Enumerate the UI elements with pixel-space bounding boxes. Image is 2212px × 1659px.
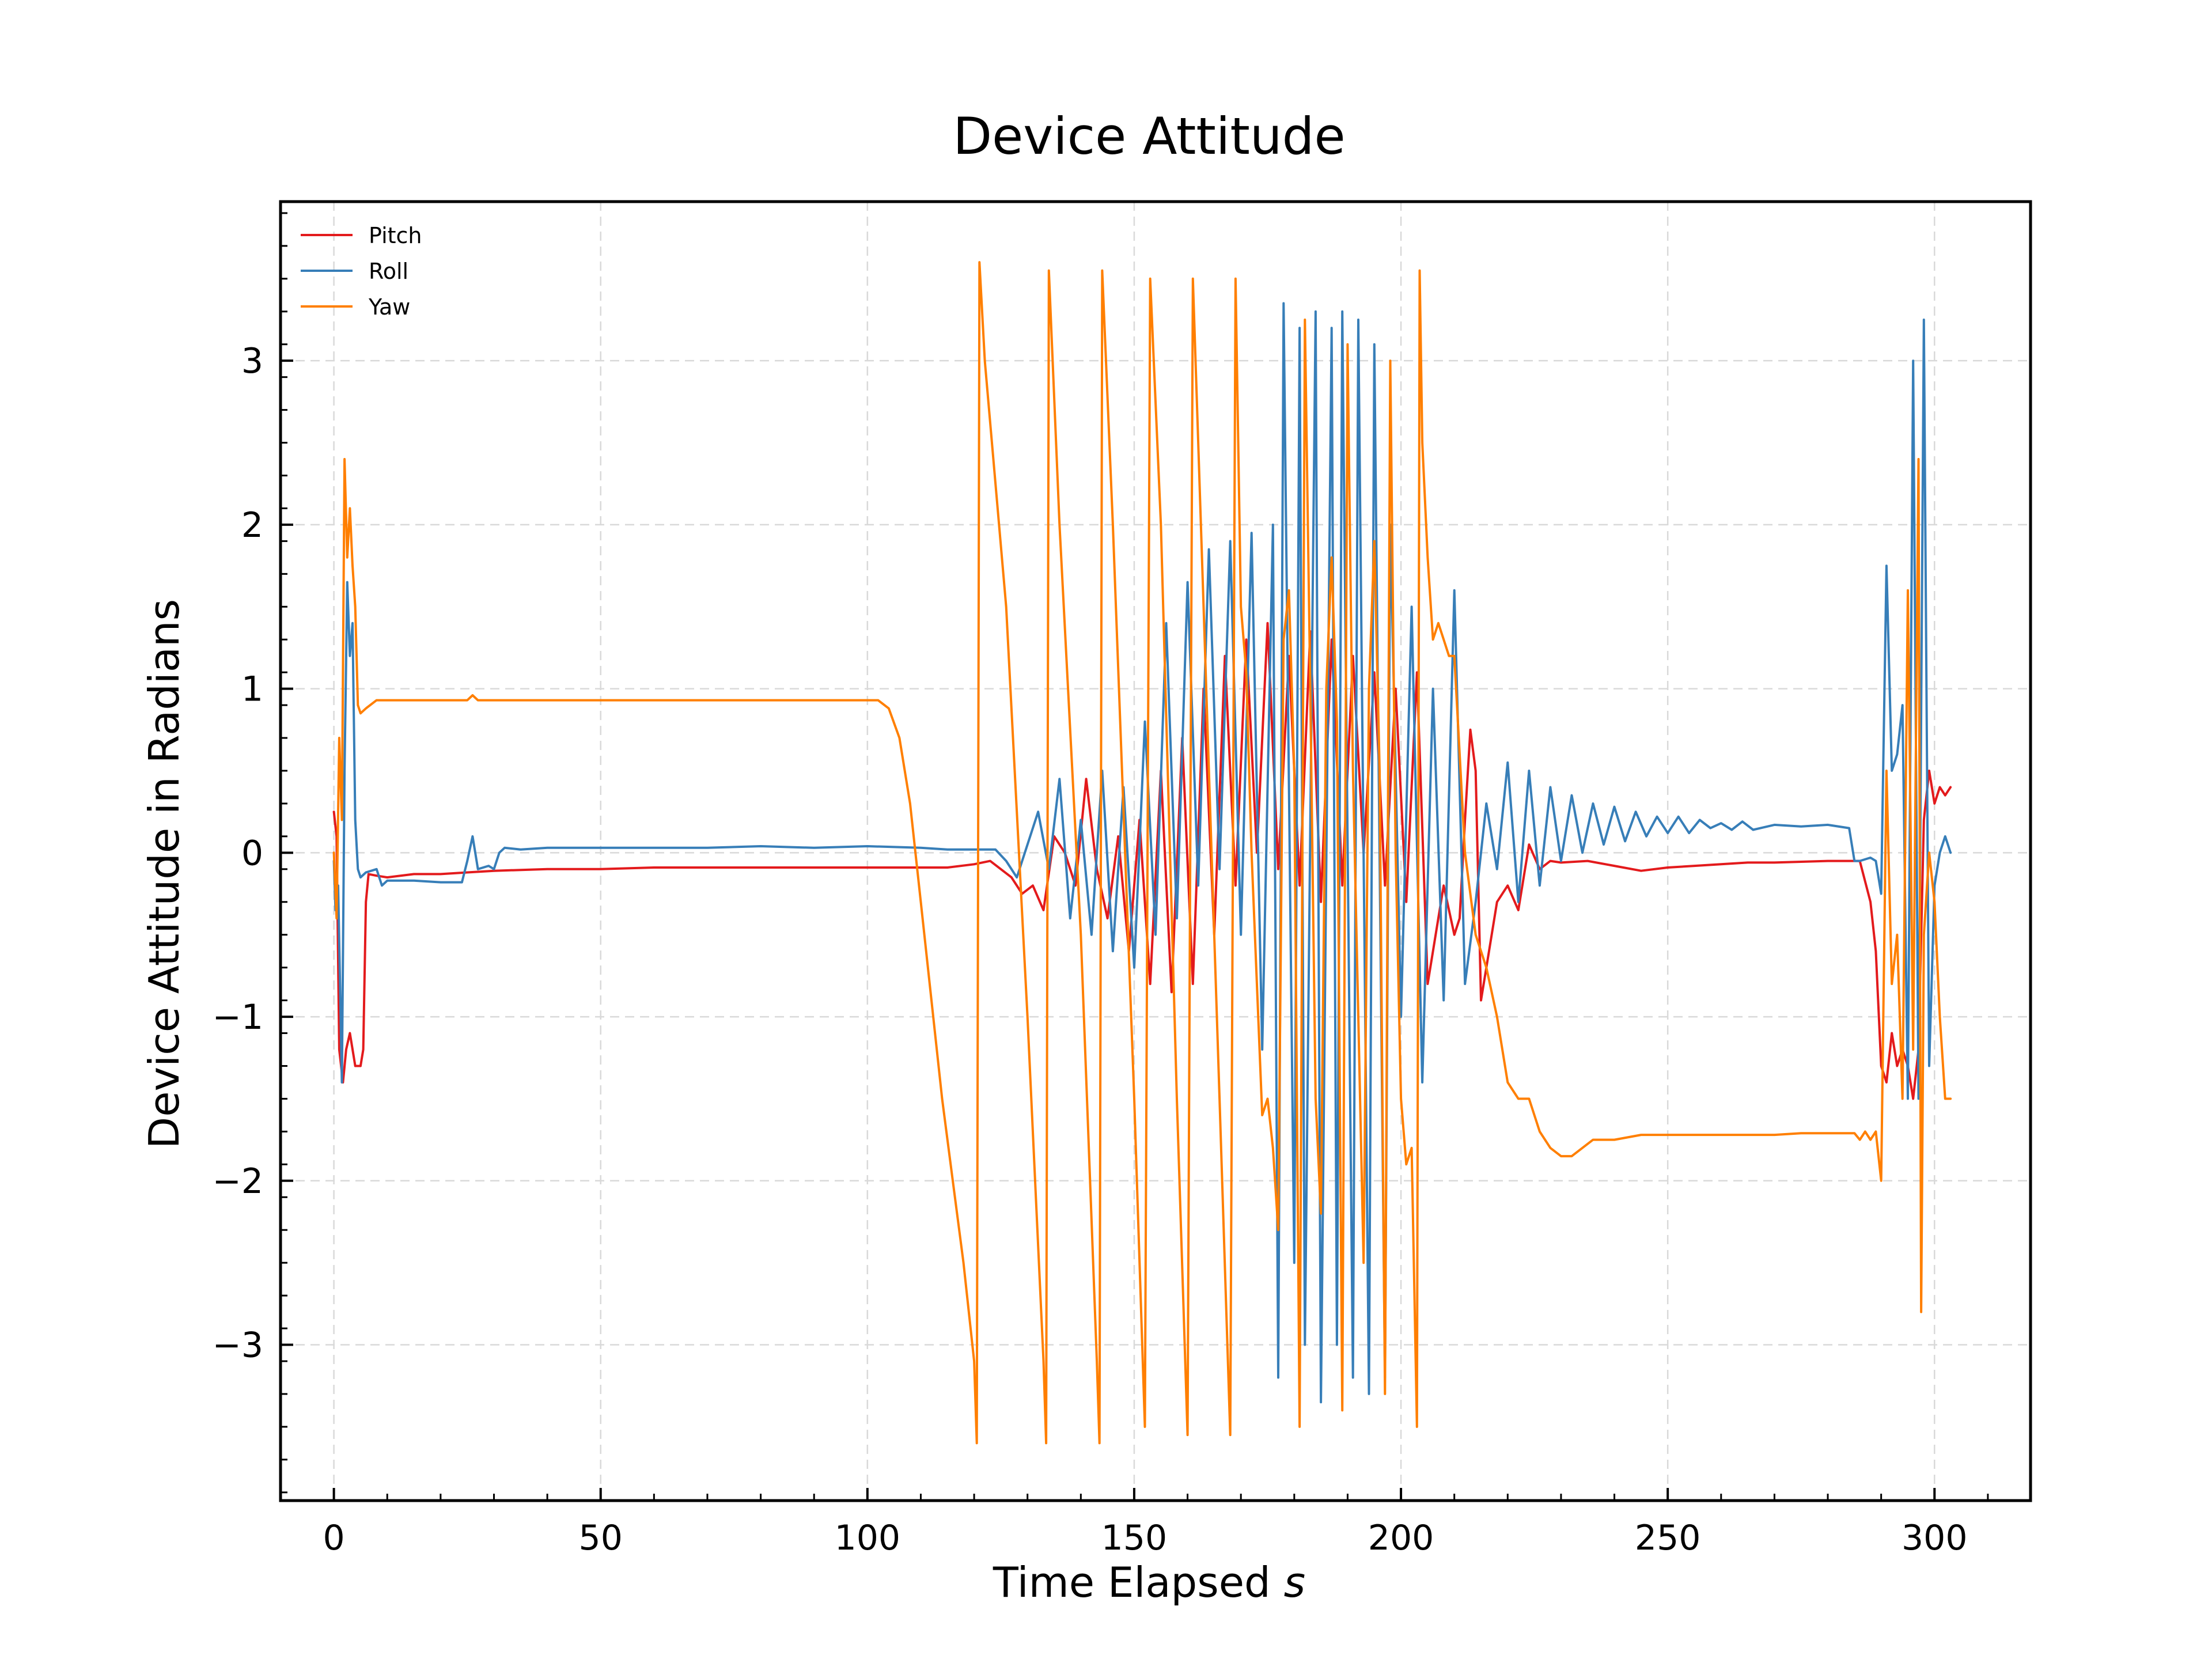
series-line-roll xyxy=(332,302,1952,1404)
chart-title: Device Attitude xyxy=(953,107,1346,166)
y-tick-label: 0 xyxy=(241,833,263,873)
legend-label-roll: Roll xyxy=(369,259,408,284)
y-tick-label: −3 xyxy=(213,1325,263,1366)
y-tick-label: 1 xyxy=(241,669,263,710)
x-tick-label: 200 xyxy=(1368,1518,1434,1558)
x-tick-label: 50 xyxy=(579,1518,623,1558)
series-line-pitch xyxy=(332,622,1952,1100)
y-tick-label: −1 xyxy=(213,997,263,1037)
grid-lines xyxy=(281,202,2031,1501)
series-lines xyxy=(332,261,1952,1445)
y-axis-label: Device Attitude in Radians xyxy=(140,599,188,1149)
legend-label-yaw: Yaw xyxy=(368,294,410,320)
plot-frame xyxy=(279,200,2032,1502)
legend: Pitch Roll Yaw xyxy=(301,223,422,320)
axis-ticks: 0 50 100 150 200 250 300 −3 −2 −1 0 1 2 3 xyxy=(213,212,1989,1558)
x-tick-label: 0 xyxy=(323,1518,345,1558)
y-tick-label: −2 xyxy=(213,1161,263,1202)
x-tick-label: 250 xyxy=(1635,1518,1701,1558)
x-tick-label: 150 xyxy=(1101,1518,1168,1558)
legend-label-pitch: Pitch xyxy=(369,223,422,248)
x-axis-label-text: Time Elapsed xyxy=(993,1558,1271,1607)
y-tick-label: 3 xyxy=(241,341,263,381)
y-tick-label: 2 xyxy=(241,505,263,546)
series-line-yaw xyxy=(332,261,1952,1445)
x-axis-label-unit: s xyxy=(1283,1558,1306,1607)
x-tick-label: 300 xyxy=(1902,1518,1968,1558)
x-tick-label: 100 xyxy=(835,1518,901,1558)
x-axis-label: Time Elapsed s xyxy=(0,1558,2212,1607)
